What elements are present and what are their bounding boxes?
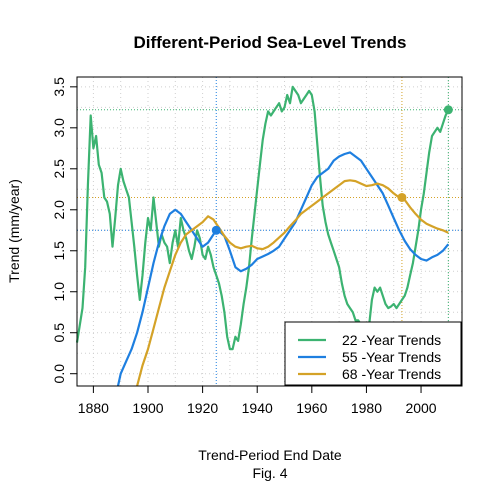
plot-frame <box>76 76 463 387</box>
x-axis: 1880 1900 1920 1940 1960 1980 2000 <box>78 386 437 416</box>
y-tick-label: 2.5 <box>51 159 67 179</box>
series-end-marker <box>443 105 453 115</box>
series-line-2 <box>116 151 450 387</box>
grid-layer <box>77 77 462 386</box>
series-line-1 <box>75 85 450 351</box>
y-tick-label: 1.0 <box>51 282 67 302</box>
x-tick-label: 1900 <box>132 400 163 416</box>
figure-caption: Fig. 4 <box>252 465 287 481</box>
x-tick-label: 1960 <box>296 400 327 416</box>
y-tick-label: 0.0 <box>51 364 67 384</box>
x-tick-label: 1920 <box>187 400 218 416</box>
legend-label: 68 -Year Trends <box>342 366 441 382</box>
x-tick-label: 1940 <box>242 400 273 416</box>
y-tick-label: 3.0 <box>51 118 67 138</box>
y-tick-label: 2.0 <box>51 200 67 220</box>
series-end-marker <box>211 225 221 235</box>
y-tick-label: 3.5 <box>51 77 67 97</box>
legend-label: 22 -Year Trends <box>342 332 441 348</box>
y-tick-label: 0.5 <box>51 323 67 343</box>
y-tick-label: 1.5 <box>51 241 67 261</box>
x-axis-label: Trend-Period End Date <box>198 447 342 463</box>
x-tick-label: 2000 <box>405 400 436 416</box>
chart-title: Different-Period Sea-Level Trends <box>133 33 406 52</box>
y-axis: 0.0 0.5 1.0 1.5 2.0 2.5 3.0 3.5 <box>51 77 77 384</box>
x-tick-label: 1880 <box>78 400 109 416</box>
reference-lines <box>77 77 462 386</box>
legend-label: 55 -Year Trends <box>342 349 441 365</box>
y-axis-label: Trend (mm/year) <box>6 179 22 283</box>
x-tick-label: 1980 <box>351 400 382 416</box>
series-end-marker <box>397 192 407 202</box>
series-markers <box>211 105 453 235</box>
